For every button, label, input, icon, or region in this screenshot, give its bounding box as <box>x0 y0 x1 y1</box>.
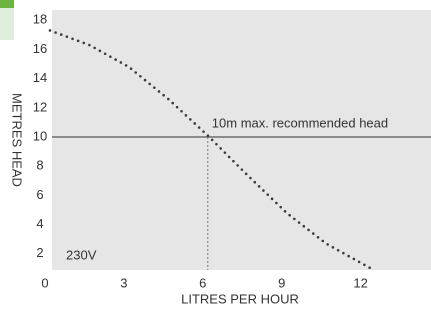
photo-fragment <box>0 0 14 8</box>
x-tick-label: 0 <box>41 275 48 290</box>
plot-area <box>52 10 431 270</box>
y-tick-label: 10 <box>33 128 47 143</box>
y-tick-label: 16 <box>33 41 47 56</box>
annotation: 230V <box>66 247 97 262</box>
x-tick-label: 9 <box>278 275 285 290</box>
y-axis-label: METRES HEAD <box>10 93 25 187</box>
annotation: 10m max. recommended head <box>212 115 388 130</box>
chart: METRES HEAD LITRES PER HOUR 2 4 6 8 10 12 14 16… <box>0 0 431 311</box>
y-tick-label: 4 <box>36 216 43 231</box>
x-tick-label: 12 <box>353 275 367 290</box>
x-tick-label: 6 <box>199 275 206 290</box>
y-tick-label: 18 <box>33 12 47 27</box>
y-tick-label: 6 <box>36 187 43 202</box>
x-tick-label: 3 <box>120 275 127 290</box>
y-tick-label: 8 <box>36 158 43 173</box>
y-tick-label: 12 <box>33 99 47 114</box>
x-axis-label: LITRES PER HOUR <box>181 291 299 306</box>
y-tick-label: 14 <box>33 70 47 85</box>
y-tick-label: 2 <box>36 245 43 260</box>
